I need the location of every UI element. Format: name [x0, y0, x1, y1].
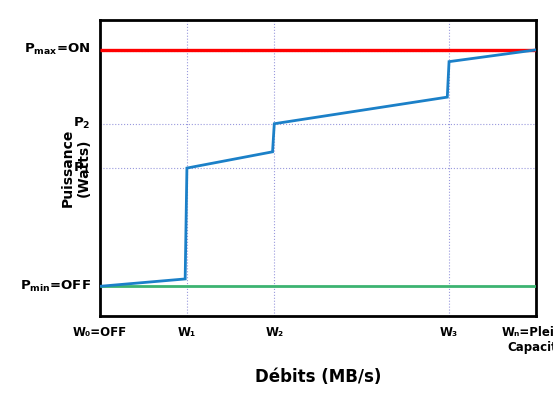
Y-axis label: Puissance
(Watts): Puissance (Watts)	[61, 129, 91, 207]
X-axis label: Débits (MB/s): Débits (MB/s)	[255, 367, 381, 386]
Text: $\mathbf{P_1}$: $\mathbf{P_1}$	[73, 160, 91, 176]
Text: $\mathbf{P_2}$: $\mathbf{P_2}$	[74, 116, 91, 131]
Text: $\mathbf{P_{max}}$=ON: $\mathbf{P_{max}}$=ON	[24, 42, 91, 58]
Text: $\mathbf{P_{min}}$=OFF: $\mathbf{P_{min}}$=OFF	[20, 279, 91, 294]
